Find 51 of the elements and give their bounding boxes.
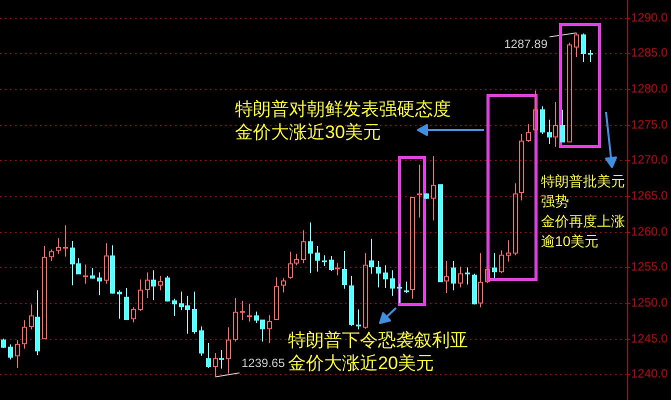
candlestick bbox=[83, 264, 88, 284]
candlestick bbox=[547, 119, 552, 145]
annotation: 1239.65 bbox=[242, 356, 286, 370]
candlestick bbox=[342, 250, 347, 290]
candlestick bbox=[219, 350, 224, 370]
candlestick bbox=[247, 303, 252, 322]
candlestick bbox=[451, 260, 456, 291]
candlestick bbox=[519, 134, 524, 201]
candlestick bbox=[281, 278, 286, 293]
candlestick bbox=[308, 222, 313, 274]
y-tick-label: 1290.0 bbox=[631, 10, 668, 25]
candlestick bbox=[22, 320, 27, 350]
candlestick bbox=[145, 272, 150, 299]
candlestick bbox=[226, 326, 231, 374]
candlestick bbox=[492, 252, 497, 279]
y-tick-label: 1250.0 bbox=[631, 296, 668, 310]
y-tick-label: 1255.0 bbox=[631, 260, 668, 274]
candlestick bbox=[15, 340, 20, 368]
candlestick bbox=[104, 242, 109, 284]
candlestick bbox=[199, 326, 204, 356]
candlestick bbox=[444, 260, 449, 294]
annotation: 金价大涨近20美元 bbox=[288, 353, 434, 373]
candlestick bbox=[553, 101, 558, 148]
candlestick bbox=[267, 314, 272, 344]
annotation: 金价再度上涨逾10美元 bbox=[541, 213, 625, 249]
candlestick bbox=[369, 238, 374, 274]
candlestick bbox=[431, 156, 436, 221]
y-tick-label: 1280.0 bbox=[631, 82, 668, 96]
candlestick bbox=[151, 270, 156, 301]
annotation: 1287.89 bbox=[504, 36, 548, 51]
candlestick bbox=[63, 224, 68, 258]
candlestick bbox=[383, 264, 388, 289]
y-tick-label: 1260.0 bbox=[631, 224, 668, 239]
annotation: 特朗普下令恐袭叙利亚 bbox=[288, 330, 468, 350]
candlestick bbox=[478, 252, 483, 308]
y-tick-label: 1270.0 bbox=[631, 152, 668, 167]
annotation: 金价大涨近30美元 bbox=[235, 122, 382, 142]
candlestick bbox=[376, 260, 381, 288]
candlestick bbox=[240, 300, 245, 321]
candlestick bbox=[417, 164, 422, 218]
candlestick bbox=[315, 245, 320, 272]
y-tick-label: 1240.0 bbox=[631, 366, 668, 381]
annotation: 特朗普批美元强势 bbox=[541, 173, 625, 209]
candlestick bbox=[390, 270, 395, 296]
y-tick-label: 1245.0 bbox=[631, 332, 668, 346]
y-tick-label: 1285.0 bbox=[631, 46, 668, 60]
y-tick-label: 1275.0 bbox=[631, 118, 668, 132]
candlestick bbox=[29, 304, 34, 330]
y-tick-label: 1265.0 bbox=[631, 188, 668, 203]
annotation: 特朗普对朝鲜发表强硬态度 bbox=[235, 99, 451, 119]
candlestick bbox=[458, 266, 463, 288]
